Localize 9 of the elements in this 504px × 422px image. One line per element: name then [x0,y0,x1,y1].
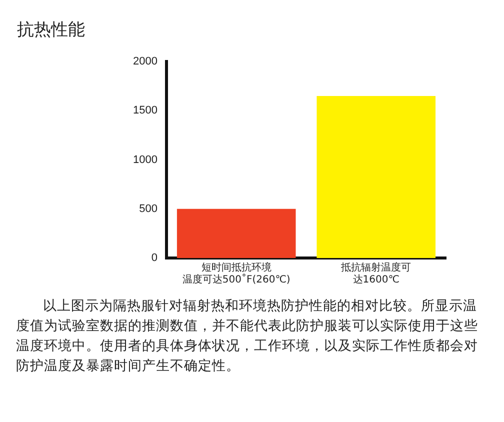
y-tick-label: 1000 [132,154,158,166]
chart-title: 抗热性能 [17,19,85,41]
y-tick-label: 0 [151,252,158,264]
y-tick-label: 1500 [132,104,158,117]
x-tick-label: 抵抗辐射温度可达1600℃ [340,262,412,286]
x-tick-label: 短时间抵抗环境温度可达500˚F(260℃) [182,262,290,286]
text: 以上图示为隔热服针对辐射热和环境热防护性能的相对比较。所显示温度值为试验室数据的推测数值，并不能代表此防护服装可以实际使用于这些温度环境中。使用者的具体身体状况，工作环境，以及实际工作性质都会对防护温度及暴露时间产生不确定性。 [16,297,479,376]
y-tick-label: 500 [139,202,158,215]
y-tick-label: 2000 [132,56,158,68]
